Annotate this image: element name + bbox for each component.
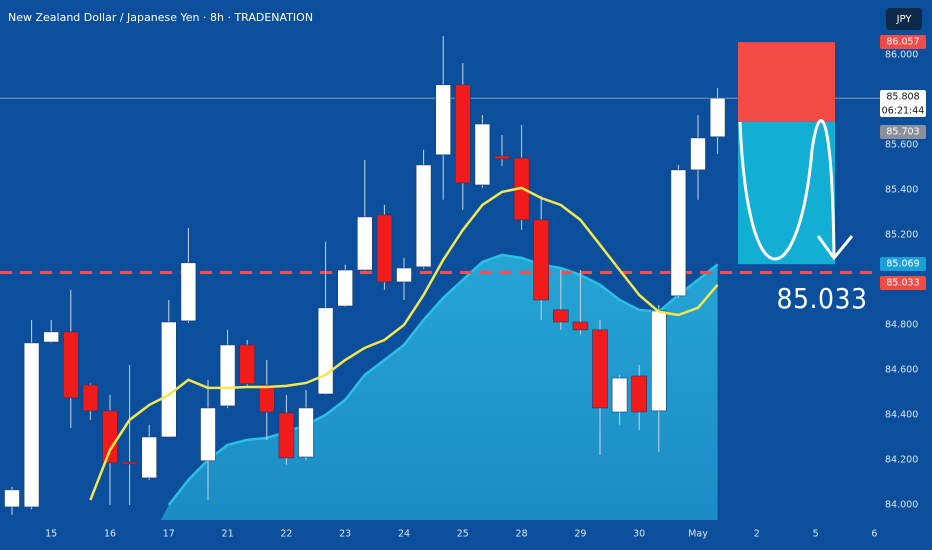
candle-body	[494, 155, 510, 160]
candle-body	[121, 461, 138, 465]
candle-body	[670, 169, 687, 297]
candle-body	[180, 262, 197, 322]
candle-body	[690, 137, 706, 171]
x-tick-label: 6	[871, 529, 877, 540]
candle-body	[572, 321, 589, 331]
candle-body	[337, 269, 354, 307]
candle-body	[376, 214, 393, 283]
candle-body	[23, 342, 40, 508]
x-tick-label: 22	[280, 529, 292, 540]
x-tick-label: 2	[754, 529, 760, 540]
candle-body	[278, 412, 295, 459]
level-annotation: 85.033	[776, 282, 867, 315]
candle-body	[533, 219, 550, 301]
stop-label-bg	[880, 35, 926, 49]
level-label: 85.033	[886, 278, 919, 289]
candle-body	[161, 321, 177, 438]
candle-body	[396, 267, 412, 283]
candle-body	[141, 436, 157, 479]
ma-slow-line	[167, 253, 719, 506]
candle-body	[415, 164, 432, 268]
candle-body	[611, 377, 628, 413]
x-tick-label: 29	[574, 529, 586, 540]
ma-label: 85.069	[886, 259, 919, 270]
candle-body	[650, 310, 667, 412]
x-tick-label: May	[688, 529, 708, 540]
entry-label: 85.703	[886, 127, 919, 138]
candle-body	[219, 344, 236, 407]
candle-body	[631, 375, 648, 413]
forecast-arrow	[738, 119, 836, 261]
forecast-arrowhead	[816, 235, 854, 261]
chart-title: New Zealand Dollar / Japanese Yen · 8h ·…	[8, 11, 313, 24]
y-tick-label: 85.200	[885, 229, 918, 240]
candle-body	[356, 216, 373, 271]
candle-body	[552, 309, 569, 323]
x-tick-label: 21	[222, 529, 234, 540]
candle-body	[82, 384, 99, 412]
candle-body	[454, 84, 471, 184]
x-tick-label: 5	[813, 529, 819, 540]
y-tick-label: 84.600	[885, 364, 918, 375]
y-tick-label: 84.800	[885, 319, 918, 330]
candle-body	[4, 489, 20, 508]
candle-body	[62, 331, 79, 399]
candle-body	[592, 329, 608, 409]
candle-body	[317, 307, 334, 395]
y-tick-label: 85.600	[885, 139, 918, 150]
ma-fast-line	[89, 186, 719, 501]
x-tick-label: 15	[45, 529, 57, 540]
x-tick-label: 30	[633, 529, 645, 540]
x-tick-label: 25	[457, 529, 469, 540]
x-tick-label: 28	[516, 529, 528, 540]
x-tick-label: 17	[163, 529, 175, 540]
candle-body	[258, 384, 275, 413]
plot-area: 84.000 84.200 84.400 84.600 84.800 85.200 85.4…	[0, 36, 918, 540]
last-price-label: 85.808	[886, 92, 919, 103]
ma-label-bg	[880, 257, 926, 271]
candle-body	[709, 97, 726, 138]
candle-body	[298, 407, 314, 458]
y-tick-label: 85.400	[885, 184, 918, 195]
stop-label: 86.057	[886, 37, 919, 48]
y-tick-label: 84.000	[885, 499, 918, 510]
stop-zone	[738, 42, 835, 122]
entry-label-bg	[880, 125, 926, 139]
last-price-label-bg	[880, 90, 926, 117]
currency-button[interactable]	[886, 8, 922, 30]
candle-body	[474, 123, 491, 186]
x-tick-label: 23	[339, 529, 351, 540]
candle-body	[102, 410, 118, 464]
currency-label[interactable]: JPY	[896, 14, 913, 25]
target-zone	[738, 121, 835, 265]
candle-body	[43, 331, 60, 343]
x-tick-label: 24	[398, 529, 410, 540]
level-label-bg	[880, 276, 926, 290]
y-tick-label: 84.400	[885, 409, 918, 420]
candle-body	[435, 84, 452, 156]
x-tick-label: 16	[104, 529, 116, 540]
y-tick-label: 84.200	[885, 454, 918, 465]
candle-body	[239, 344, 255, 385]
countdown-label: 06:21:44	[882, 106, 925, 117]
y-tick-label: 86.000	[885, 49, 918, 60]
candle-body	[200, 407, 216, 462]
